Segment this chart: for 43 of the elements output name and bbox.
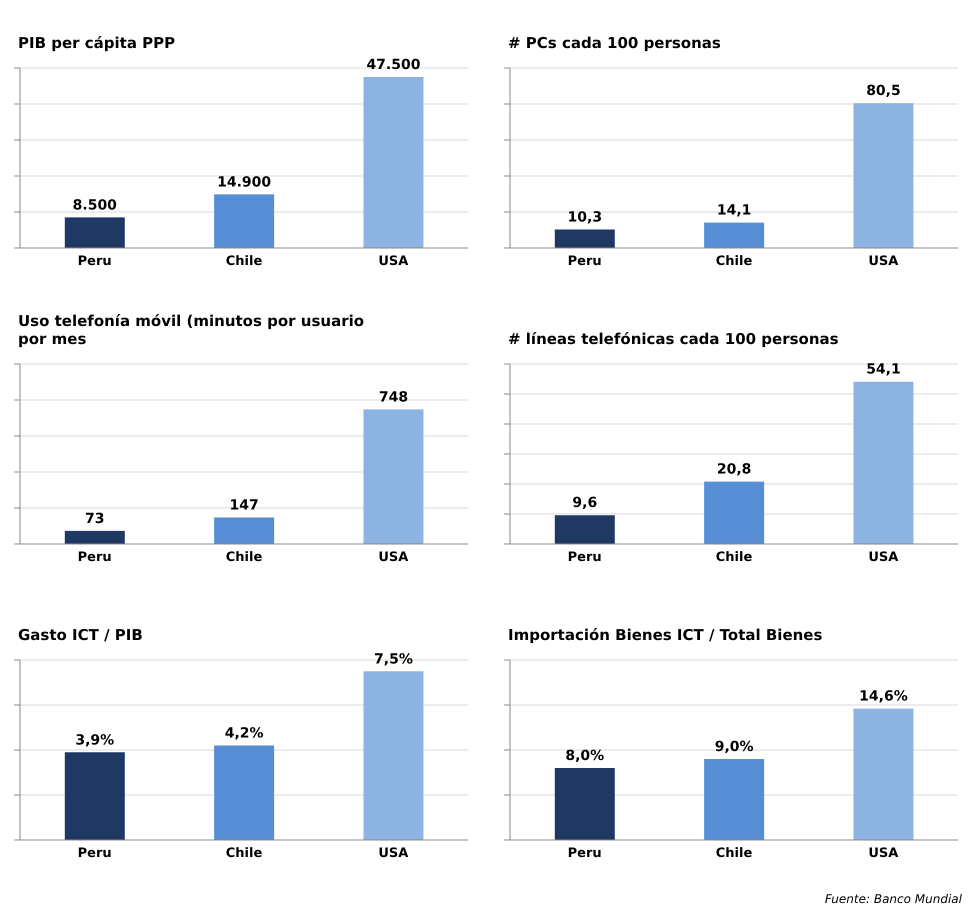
data-label: 14.900 <box>217 174 272 190</box>
x-tick-label: Peru <box>568 846 602 862</box>
chart-title: Uso telefonía móvil (minutos por usuario por mes <box>18 312 366 348</box>
x-tick-label: USA <box>868 254 898 270</box>
data-label: 3,9% <box>75 732 114 748</box>
x-tick-label: USA <box>868 550 898 566</box>
x-tick-label: Peru <box>78 254 112 270</box>
x-tick-label: Peru <box>568 550 602 566</box>
data-label: 9,0% <box>714 739 754 755</box>
x-tick-label: Chile <box>226 550 262 566</box>
chart-title: # PCs cada 100 personas <box>508 34 721 52</box>
data-label: 20,8 <box>716 462 752 478</box>
source-note: Fuente: Banco Mundial <box>824 892 962 905</box>
x-tick-label: USA <box>378 846 408 862</box>
chart-title: Gasto ICT / PIB <box>18 626 143 644</box>
data-label: 14,1 <box>716 202 752 219</box>
data-label: 8,0% <box>565 748 604 764</box>
data-label: 7,5% <box>374 651 413 668</box>
chart-title: Importación Bienes ICT / Total Bienes <box>508 626 822 644</box>
chart-title: # líneas telefónicas cada 100 personas <box>508 330 839 348</box>
x-tick-label: Chile <box>716 846 752 862</box>
chart-title: PIB per cápita PPP <box>18 34 176 52</box>
data-label: 80,5 <box>866 83 901 100</box>
x-tick-label: USA <box>378 550 408 566</box>
data-label: 54,1 <box>866 362 901 378</box>
x-tick-label: USA <box>378 254 408 270</box>
data-label: 748 <box>378 389 408 406</box>
x-tick-label: Chile <box>226 254 262 270</box>
x-tick-label: Chile <box>716 254 752 270</box>
x-tick-label: USA <box>868 846 898 862</box>
data-label: 14,6% <box>859 688 908 705</box>
data-label: 4,2% <box>224 726 264 742</box>
data-label: 10,3 <box>568 209 602 226</box>
data-label: 9,6 <box>572 495 598 512</box>
data-label: 147 <box>230 498 259 514</box>
data-label: 73 <box>85 510 105 527</box>
x-tick-label: Peru <box>78 550 112 566</box>
x-tick-label: Chile <box>226 846 262 862</box>
x-tick-label: Chile <box>716 550 752 566</box>
data-label: 8.500 <box>72 197 118 214</box>
x-tick-label: Peru <box>78 846 112 862</box>
x-tick-label: Peru <box>568 254 602 270</box>
data-label: 47.500 <box>366 57 421 73</box>
